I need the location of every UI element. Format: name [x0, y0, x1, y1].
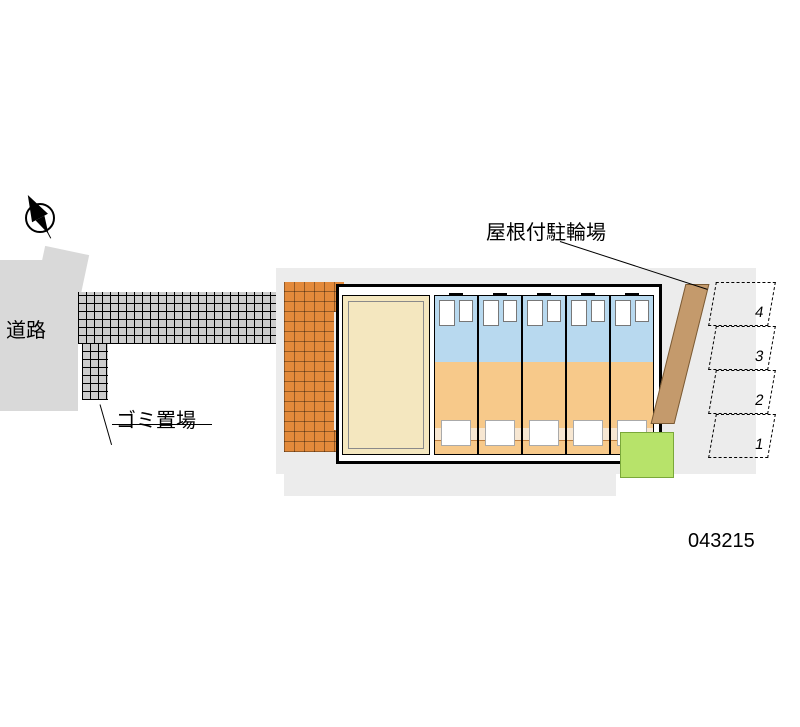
stall-number: 1	[754, 436, 765, 453]
parking-stall: 4	[708, 282, 776, 326]
parking-stalls: 4 3 2 1	[712, 282, 772, 470]
unit	[522, 295, 566, 455]
green-area	[620, 432, 674, 478]
stall-number: 4	[754, 304, 765, 321]
plan-id: 043215	[688, 530, 755, 553]
unit	[434, 295, 478, 455]
leader-line	[100, 404, 113, 445]
leader-underline	[112, 424, 212, 425]
walkway-garbage-access	[82, 344, 108, 400]
unit	[478, 295, 522, 455]
entry-tile	[284, 282, 334, 452]
unit	[610, 295, 654, 455]
site-ground	[284, 474, 616, 496]
stall-number: 3	[754, 348, 765, 365]
road-shape	[0, 291, 78, 411]
parking-stall: 2	[708, 370, 776, 414]
site-plan-canvas: 道路 4 3 2 1 屋根付駐輪場 ゴミ置場 0432	[0, 0, 800, 727]
road-label: 道路	[6, 314, 46, 343]
compass-icon	[12, 190, 68, 246]
parking-stall: 3	[708, 326, 776, 370]
unit	[566, 295, 610, 455]
garbage-label: ゴミ置場	[116, 404, 196, 433]
unit-large	[342, 295, 430, 455]
walkway	[78, 292, 276, 344]
bike-parking-label: 屋根付駐輪場	[486, 216, 606, 245]
parking-stall: 1	[708, 414, 776, 458]
stall-number: 2	[754, 392, 765, 409]
